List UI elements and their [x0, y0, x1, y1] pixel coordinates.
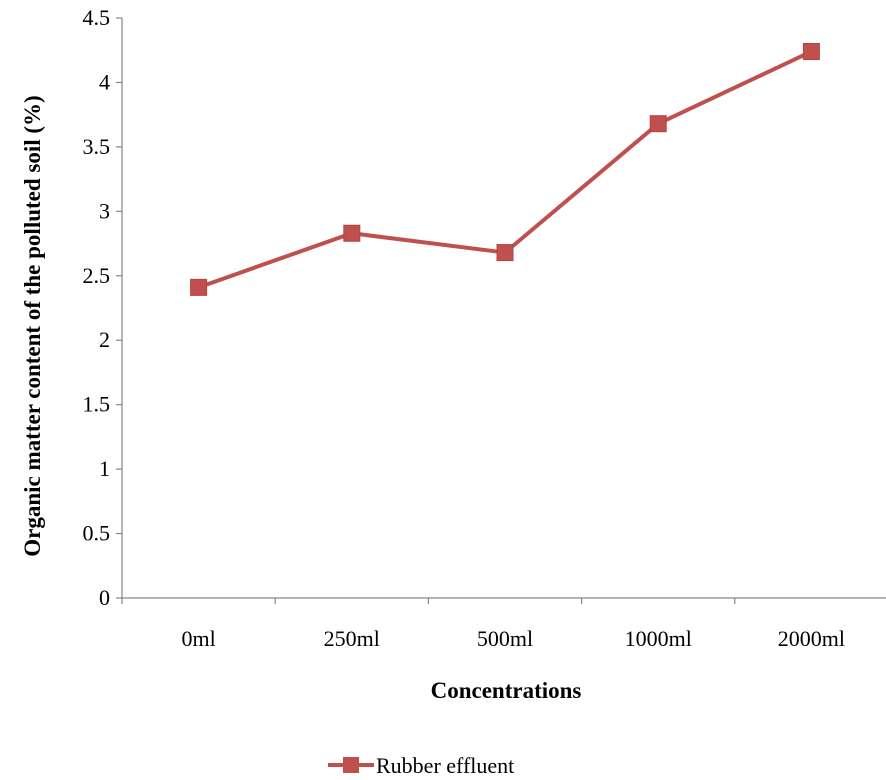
x-tick-label: 0ml — [181, 626, 215, 651]
data-point — [496, 244, 514, 262]
y-axis-title: Organic matter content of the polluted s… — [20, 95, 45, 556]
data-point — [343, 224, 361, 242]
x-axis-title: Concentrations — [431, 678, 582, 703]
axes: 0 0.5 1 1.5 2 2.5 3 3.5 4 4.5 0ml 250ml 500ml 1000ml 2… — [83, 5, 886, 651]
legend: Rubber effluent — [328, 753, 514, 778]
data-point — [649, 115, 667, 133]
x-tick-label: 250ml — [324, 626, 380, 651]
data-point — [190, 278, 208, 296]
y-tick-label: 2.5 — [83, 263, 111, 288]
y-tick-label: 0 — [99, 585, 110, 610]
y-tick-label: 0.5 — [83, 521, 111, 546]
y-tick-label: 3.5 — [83, 134, 111, 159]
y-tick-label: 1 — [99, 456, 110, 481]
y-tick-label: 4 — [99, 69, 110, 94]
legend-label: Rubber effluent — [376, 753, 514, 778]
y-tick-label: 4.5 — [83, 5, 111, 30]
y-tick-label: 3 — [99, 198, 110, 223]
x-tick-label: 500ml — [477, 626, 533, 651]
y-tick-label: 2 — [99, 327, 110, 352]
x-tick-label: 2000ml — [778, 626, 845, 651]
data-point — [802, 43, 820, 61]
x-tick-label: 1000ml — [625, 626, 692, 651]
legend-marker — [343, 757, 359, 773]
plot-area — [190, 43, 820, 296]
y-tick-label: 1.5 — [83, 392, 111, 417]
